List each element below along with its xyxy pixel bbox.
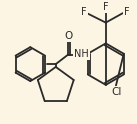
Text: NH: NH	[74, 49, 89, 59]
Text: O: O	[64, 31, 72, 41]
Text: F: F	[81, 7, 87, 17]
Text: F: F	[124, 7, 129, 17]
Text: Cl: Cl	[111, 87, 121, 97]
Text: F: F	[103, 2, 109, 12]
